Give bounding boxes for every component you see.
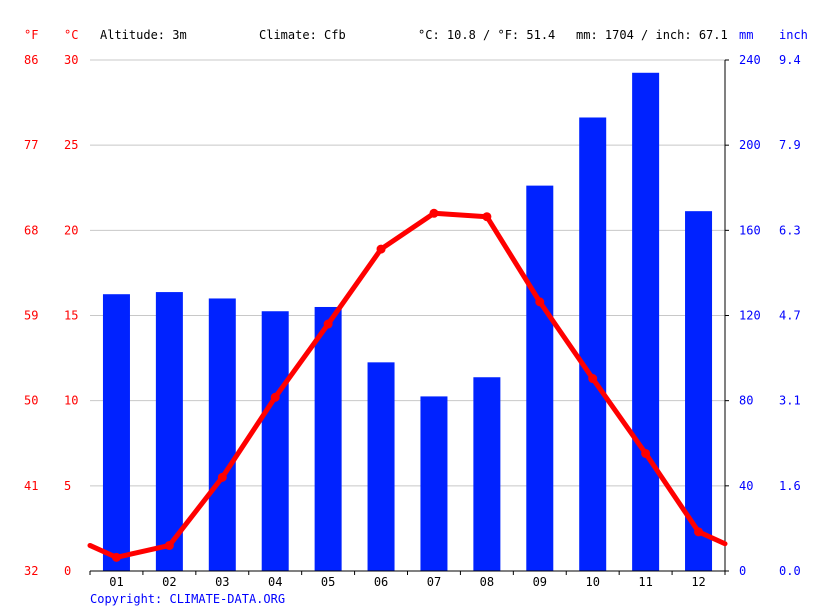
inch-tick-label: 6.3	[779, 223, 801, 237]
mm-tick-label: 40	[739, 479, 753, 493]
month-tick-label: 04	[268, 575, 282, 589]
temperature-point	[217, 472, 227, 482]
fahrenheit-tick-label: 77	[24, 138, 38, 152]
fahrenheit-tick-label: 41	[24, 479, 38, 493]
axes	[89, 59, 729, 575]
temperature-line	[87, 208, 728, 562]
precipitation-bar	[526, 185, 554, 571]
altitude-label: Altitude: 3m	[100, 28, 187, 42]
temperature-point	[111, 552, 121, 562]
mm-unit-label: mm	[739, 28, 754, 42]
temperature-point	[376, 244, 386, 254]
fahrenheit-tick-label: 50	[24, 394, 38, 408]
temperature-point	[270, 392, 280, 402]
precipitation-bar	[208, 298, 236, 571]
celsius-tick-label: 30	[64, 53, 78, 67]
month-tick-label: 05	[321, 575, 335, 589]
month-tick-label: 12	[691, 575, 705, 589]
tick-labels: 86 30 240 9.477 25 200 7.968 20 160 6.359 15 120 4.7…	[24, 53, 801, 589]
temperature-point	[588, 374, 598, 384]
inch-tick-label: 7.9	[779, 138, 801, 152]
mm-tick-label: 160	[739, 223, 761, 237]
month-tick-label: 08	[480, 575, 494, 589]
precipitation-bar	[261, 311, 289, 571]
precipitation-bar	[367, 362, 395, 571]
month-tick-label: 03	[215, 575, 229, 589]
mm-tick-label: 0	[739, 564, 746, 578]
precipitation-bar	[473, 377, 501, 571]
precipitation-bar	[685, 211, 713, 571]
temperature-point	[164, 540, 174, 550]
fahrenheit-tick-label: 86	[24, 53, 38, 67]
inch-tick-label: 9.4	[779, 53, 801, 67]
month-tick-label: 06	[374, 575, 388, 589]
celsius-tick-label: 5	[64, 479, 71, 493]
inch-tick-label: 4.7	[779, 309, 801, 323]
precipitation-bar	[632, 72, 660, 572]
fahrenheit-tick-label: 32	[24, 564, 38, 578]
inch-tick-label: 0.0	[779, 564, 801, 578]
celsius-tick-label: 0	[64, 564, 71, 578]
celsius-tick-label: 10	[64, 394, 78, 408]
temperature-point	[482, 212, 492, 222]
celsius-tick-label: 15	[64, 309, 78, 323]
mm-tick-label: 200	[739, 138, 761, 152]
temperature-point	[535, 297, 545, 307]
fahrenheit-tick-label: 59	[24, 309, 38, 323]
celsius-tick-label: 25	[64, 138, 78, 152]
total-precipitation-label: mm: 1704 / inch: 67.1	[576, 28, 728, 42]
temperature-point	[641, 448, 651, 458]
precipitation-bar	[314, 306, 342, 571]
inch-tick-label: 1.6	[779, 479, 801, 493]
copyright-link[interactable]: Copyright: CLIMATE-DATA.ORG	[90, 592, 286, 606]
fahrenheit-unit-label: °F	[24, 28, 39, 42]
month-tick-label: 11	[638, 575, 652, 589]
temperature-point	[323, 319, 333, 329]
precipitation-bar	[155, 292, 183, 571]
inch-tick-label: 3.1	[779, 394, 801, 408]
month-tick-label: 02	[162, 575, 176, 589]
celsius-tick-label: 20	[64, 223, 78, 237]
mm-tick-label: 240	[739, 53, 761, 67]
inch-unit-label: inch	[779, 28, 808, 42]
mm-tick-label: 120	[739, 309, 761, 323]
month-tick-label: 10	[585, 575, 599, 589]
precipitation-bar	[420, 396, 448, 571]
temperature-point	[429, 208, 439, 218]
climate-label: Climate: Cfb	[259, 28, 346, 42]
temperature-point	[694, 527, 704, 537]
fahrenheit-tick-label: 68	[24, 223, 38, 237]
gridlines	[90, 59, 725, 487]
month-tick-label: 07	[427, 575, 441, 589]
mm-tick-label: 80	[739, 394, 753, 408]
average-temperature-label: °C: 10.8 / °F: 51.4	[418, 28, 556, 42]
precipitation-bar	[579, 117, 607, 572]
temperature-line-path	[87, 210, 728, 560]
precipitation-bars	[102, 72, 713, 572]
month-tick-label: 09	[533, 575, 547, 589]
month-tick-label: 01	[109, 575, 123, 589]
celsius-unit-label: °C	[64, 28, 79, 42]
precipitation-bar	[102, 294, 130, 571]
